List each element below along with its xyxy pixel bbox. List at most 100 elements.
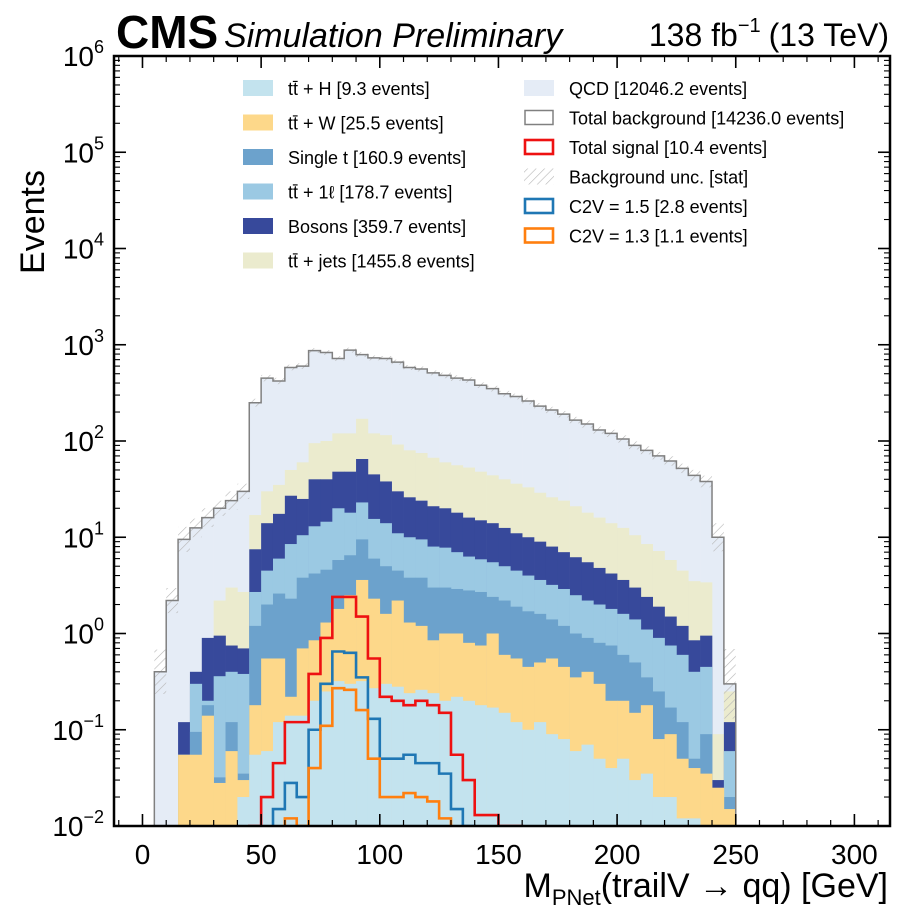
legend-label: Total background [14236.0 events]: [569, 109, 844, 129]
bar: [320, 691, 333, 826]
bar: [676, 758, 689, 826]
series-tth: [237, 681, 701, 826]
x-tick-label: 50: [246, 839, 277, 870]
bar: [225, 751, 238, 826]
y-tick-label: 106: [63, 37, 104, 72]
lumi-label: 138 fb−1 (13 TeV): [649, 15, 889, 53]
bar: [154, 671, 167, 826]
bar: [640, 773, 653, 826]
bar: [486, 707, 499, 826]
legend-label: QCD [12046.2 events]: [569, 79, 747, 99]
bar: [664, 797, 677, 826]
signal-line-c2v-1-3: [283, 686, 453, 826]
legend-label: tt̄ + jets [1455.8 events]: [288, 252, 475, 272]
lumi-value: 138 fb: [649, 17, 738, 53]
simulation-preliminary-label: Simulation Preliminary: [224, 17, 564, 55]
legend-swatch: [524, 109, 554, 126]
y-tick-label: 104: [63, 230, 104, 265]
bar: [379, 683, 392, 826]
y-tick-label: 10−2: [52, 807, 104, 842]
bar: [688, 818, 701, 826]
bar: [332, 681, 345, 826]
bar: [723, 809, 737, 826]
legend-label: Background unc. [stat]: [569, 168, 748, 188]
bar: [415, 689, 428, 826]
bar: [498, 712, 511, 826]
legend-entry: tt̄ + W [25.5 events]: [243, 114, 444, 134]
x-axis-label-rest: (trailV → qq) [GeV]: [601, 867, 888, 905]
bar: [652, 797, 665, 826]
legend-swatch: [243, 149, 273, 165]
legend-label: Bosons [359.7 events]: [288, 217, 466, 237]
y-tick-label: 101: [63, 518, 104, 553]
legend-label: Total signal [10.4 events]: [569, 138, 767, 158]
signal-line-total-signal: [247, 595, 524, 826]
x-axis-label-sub: PNet: [552, 885, 601, 910]
bar: [581, 744, 594, 826]
bar: [700, 773, 713, 826]
legend-label: tt̄ + 1ℓ [178.7 events]: [288, 183, 452, 203]
lumi-exponent: −1: [738, 15, 761, 37]
bar: [367, 688, 381, 826]
legend-label: tt̄ + H [9.3 events]: [288, 79, 430, 99]
legend-swatch: [523, 138, 555, 156]
legend-entry: Bosons [359.7 events]: [243, 217, 466, 237]
x-tick-label: 150: [475, 839, 522, 870]
bar: [712, 787, 725, 826]
legend-entry: Single t [160.9 events]: [243, 148, 466, 168]
bar: [439, 700, 452, 826]
legend-entry: Total signal [10.4 events]: [523, 138, 767, 158]
bar: [593, 758, 606, 826]
bar: [605, 768, 618, 826]
y-axis-label: Events: [14, 170, 52, 274]
bar: [249, 754, 262, 826]
bar: [462, 700, 476, 826]
x-tick-label: 200: [594, 839, 641, 870]
bar: [510, 722, 523, 826]
legend-entry: Background unc. [stat]: [524, 168, 748, 188]
legend-swatch: [243, 252, 273, 269]
legend-swatch: [243, 80, 273, 96]
legend-label: Single t [160.9 events]: [288, 148, 466, 168]
legend-entry: tt̄ + H [9.3 events]: [243, 79, 430, 99]
bar: [688, 768, 701, 826]
legend-entry: C2V = 1.3 [1.1 events]: [523, 227, 748, 247]
legend-swatch: [523, 197, 555, 215]
bar: [178, 754, 191, 826]
legend-label: tt̄ + W [25.5 events]: [288, 114, 444, 134]
x-axis-label-main: M: [524, 867, 552, 905]
y-tick-label: 10−1: [52, 711, 104, 746]
legend-swatch: [243, 183, 273, 200]
bar: [284, 715, 298, 826]
bar: [272, 722, 286, 826]
legend-swatch: [524, 168, 554, 185]
bar: [557, 739, 570, 826]
bar: [296, 715, 309, 826]
bar: [213, 782, 226, 826]
y-tick-label: 102: [63, 422, 104, 457]
x-tick-label: 300: [831, 839, 878, 870]
bar: [534, 722, 547, 826]
bar: [676, 818, 689, 826]
x-tick-label: 250: [712, 839, 759, 870]
legend-swatch: [524, 80, 554, 96]
bar: [617, 758, 630, 826]
y-tick-label: 100: [63, 615, 104, 650]
legend-entry: tt̄ + 1ℓ [178.7 events]: [243, 183, 452, 203]
y-tick-label: 103: [63, 326, 104, 361]
bar: [166, 600, 179, 826]
bar: [237, 797, 250, 826]
bar: [189, 754, 203, 826]
bar: [522, 729, 535, 826]
lumi-energy: (13 TeV): [769, 17, 889, 53]
bar: [391, 686, 404, 826]
legend-swatch: [523, 227, 555, 244]
x-tick-label: 0: [135, 839, 151, 870]
bar: [344, 683, 357, 826]
bar: [261, 751, 274, 826]
legend-entry: tt̄ + jets [1455.8 events]: [243, 252, 475, 272]
bar: [403, 693, 416, 826]
legend-swatch: [243, 114, 273, 131]
x-tick-label: 100: [356, 839, 403, 870]
